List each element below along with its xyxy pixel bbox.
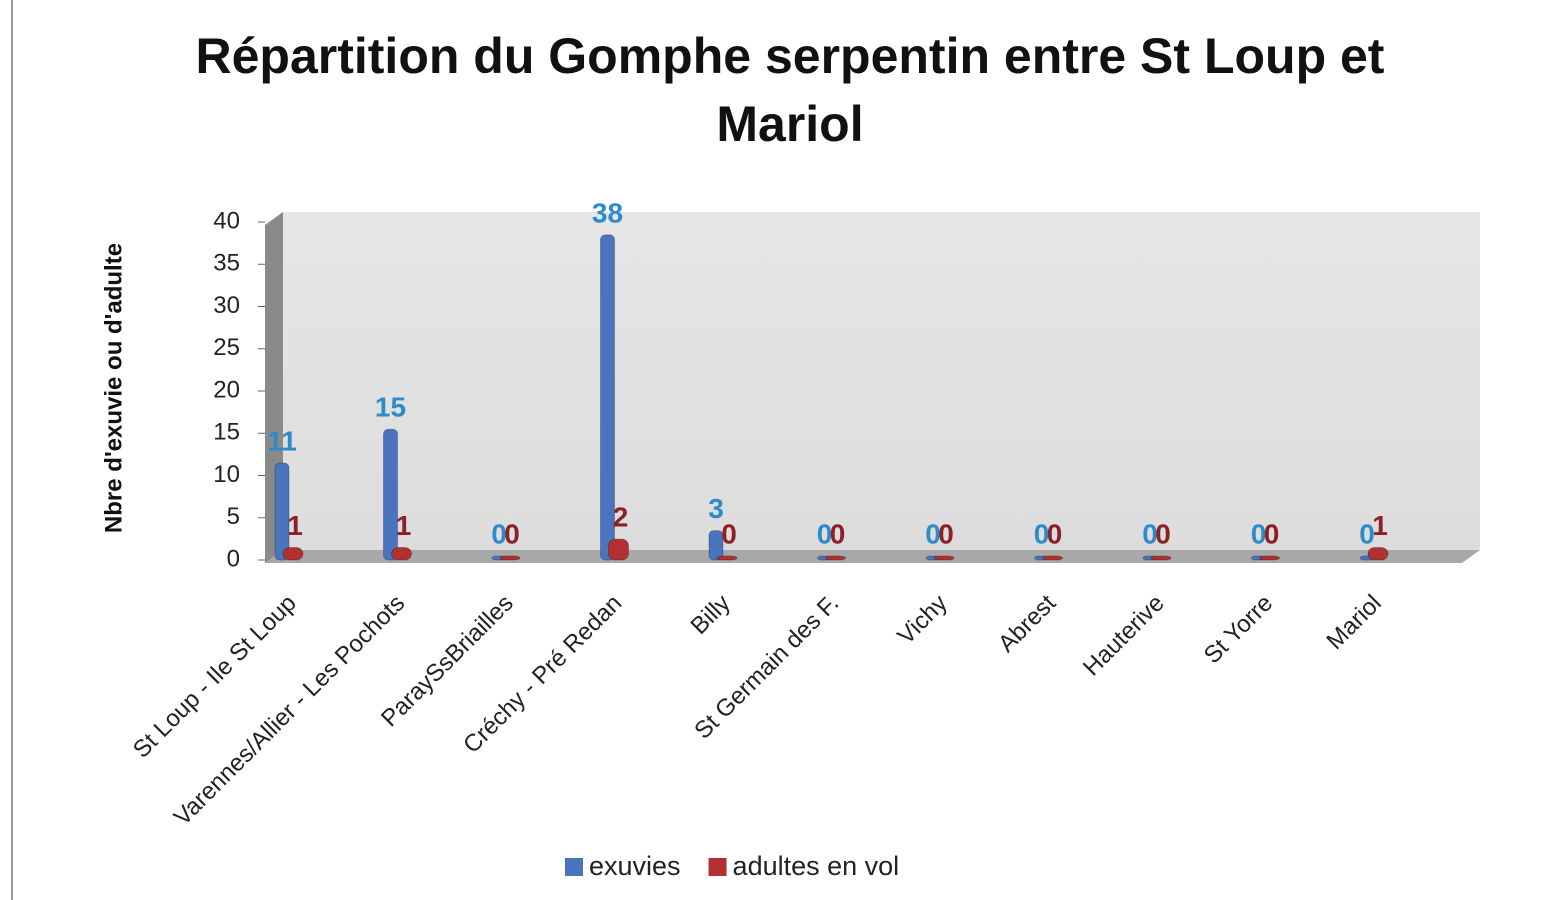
bar xyxy=(608,538,629,561)
data-label: 1 xyxy=(1372,510,1388,541)
data-label: 0 xyxy=(491,518,507,549)
x-tick-label: Billy xyxy=(686,590,736,640)
data-label: 0 xyxy=(1359,518,1375,549)
y-tick-label: 0 xyxy=(227,545,240,572)
y-tick-label: 40 xyxy=(213,207,240,234)
data-label: 38 xyxy=(592,197,623,228)
legend-swatch xyxy=(565,858,583,876)
data-label: 1 xyxy=(396,510,412,541)
data-label: 11 xyxy=(267,425,297,456)
bar xyxy=(600,234,615,561)
data-label: 0 xyxy=(721,518,737,549)
bar xyxy=(825,555,846,561)
bar xyxy=(716,555,738,561)
data-label: 15 xyxy=(375,392,406,423)
back-wall xyxy=(265,212,1480,563)
data-label: 0 xyxy=(1047,518,1063,549)
y-axis-label: Nbre d'exuvie ou d'adulte xyxy=(100,243,127,533)
data-label: 0 xyxy=(1034,518,1050,549)
bar xyxy=(383,428,398,561)
bar xyxy=(1042,555,1063,561)
data-label: 0 xyxy=(1251,518,1267,549)
legend-label: exuvies xyxy=(589,851,681,881)
data-label: 0 xyxy=(504,518,520,549)
data-label: 3 xyxy=(708,493,724,524)
x-tick-label: Abrest xyxy=(993,589,1061,657)
data-label: 0 xyxy=(938,518,954,549)
bar xyxy=(282,547,304,561)
data-label: 1 xyxy=(287,510,303,541)
data-label: 0 xyxy=(1142,518,1158,549)
data-label: 0 xyxy=(925,518,941,549)
y-tick-label: 20 xyxy=(213,376,240,403)
data-label: 2 xyxy=(613,501,629,532)
bar xyxy=(274,462,290,561)
bar xyxy=(708,530,724,561)
bar xyxy=(1150,555,1172,561)
bar xyxy=(1259,555,1280,561)
legend-label: adultes en vol xyxy=(733,851,900,881)
data-label: 0 xyxy=(817,518,833,549)
data-label: 0 xyxy=(830,518,846,549)
bar xyxy=(933,555,955,561)
floor xyxy=(265,550,1480,563)
bar xyxy=(499,555,521,561)
bar xyxy=(1367,547,1389,561)
x-tick-label: St Yorre xyxy=(1199,590,1278,669)
y-tick-label: 15 xyxy=(213,419,240,446)
y-tick-label: 5 xyxy=(227,503,240,530)
y-tick-label: 30 xyxy=(213,292,240,319)
x-tick-label: Varennes/Allier - Les Pochots xyxy=(169,590,410,831)
bar xyxy=(391,547,412,561)
data-label: 0 xyxy=(1155,518,1171,549)
x-tick-label: Vichy xyxy=(892,590,952,650)
chart-title: Répartition du Gomphe serpentin entre St… xyxy=(195,28,1385,152)
y-tick-label: 10 xyxy=(213,461,240,488)
x-tick-label: Mariol xyxy=(1321,590,1386,655)
data-label: 0 xyxy=(1264,518,1280,549)
y-tick-label: 35 xyxy=(213,250,240,277)
y-tick-label: 25 xyxy=(213,334,240,361)
legend-swatch xyxy=(708,858,727,876)
x-tick-label: Hauterive xyxy=(1078,590,1170,682)
